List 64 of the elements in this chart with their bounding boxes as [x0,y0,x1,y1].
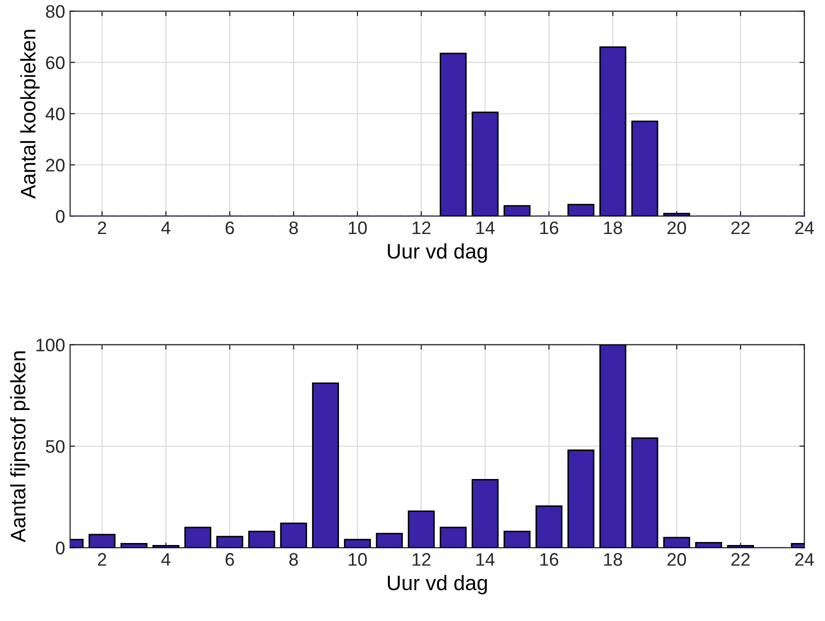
x-tick-label: 8 [289,221,298,234]
y-tick-label: 0 [56,542,65,554]
x-tick-label: 16 [540,553,558,566]
bar [440,526,467,548]
bar [216,536,244,548]
bar [631,437,658,548]
x-tick-label: 22 [731,221,750,234]
x-tick-label: 20 [668,221,686,234]
bar [408,510,435,548]
x-tick-label: 6 [226,221,234,234]
x-tick-label: 4 [161,222,170,234]
bar [472,479,499,548]
bar [344,538,371,548]
y-tick-label: 80 [46,5,65,18]
bar [440,52,467,216]
bar [504,530,531,548]
bar [663,536,690,548]
y-tick-label: 50 [46,440,65,453]
y-tick-label: 20 [46,158,65,172]
bar [280,522,308,548]
x-tick-label: 18 [604,221,622,234]
bar [312,382,339,548]
x-tick-label: 12 [412,553,430,566]
x-tick-label: 2 [98,553,106,566]
x-tick-label: 24 [795,553,814,566]
x-tick-label: 4 [161,553,170,566]
y-tick-label: 60 [46,56,65,70]
bar [88,534,116,548]
bar [567,450,594,548]
x-tick-label: 18 [604,553,622,566]
bar [536,505,562,548]
x-tick-label: 2 [98,221,106,234]
bar [631,120,658,216]
y-tick-label: 0 [56,210,65,223]
bar [727,544,754,548]
bar [599,46,626,216]
bar [376,532,403,548]
x-tick-label: 6 [226,553,234,566]
x-tick-label: 12 [412,221,430,234]
bar [599,344,626,548]
x-tick-label: 14 [476,553,495,566]
bar [567,204,594,216]
bar [248,530,276,548]
bar [695,542,722,548]
bar [663,212,690,216]
bar [184,526,212,548]
x-axis-title: Uur vd dag [388,243,487,263]
bar [504,205,531,216]
y-axis-title: Aantal fijnstof pieken [10,351,30,542]
y-axis-title: Aantal kookpieken [20,30,40,199]
x-tick-label: 14 [476,222,495,234]
y-tick-label: 40 [46,108,65,120]
x-tick-label: 8 [289,553,298,566]
x-tick-label: 10 [348,553,367,566]
bar [120,542,148,548]
bar [152,544,180,548]
x-tick-label: 20 [668,553,686,566]
x-tick-label: 10 [348,221,367,234]
x-axis-title: Uur vd dag [388,574,487,594]
bar [472,112,499,216]
x-tick-label: 16 [540,221,558,234]
x-tick-label: 22 [731,553,750,566]
x-tick-label: 24 [795,221,814,234]
y-tick-label: 100 [36,338,65,352]
